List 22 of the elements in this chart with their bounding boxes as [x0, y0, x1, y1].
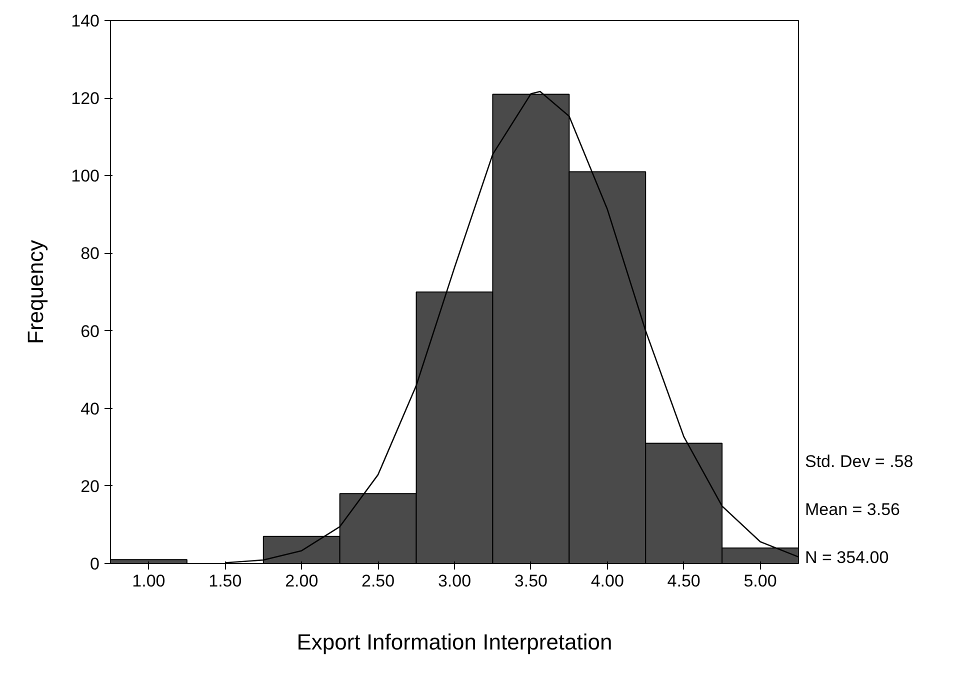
- x-tick-label: 4.50: [667, 572, 700, 590]
- x-tick-label: 2.00: [285, 572, 318, 590]
- x-tick-label: 3.00: [438, 572, 472, 590]
- y-tick-label: 0: [90, 554, 100, 574]
- text: Std. Dev = .58: [805, 451, 914, 473]
- y-tick-label: 60: [80, 322, 100, 341]
- x-tick-label: 1.50: [208, 572, 242, 590]
- y-tick-label: 120: [71, 89, 100, 108]
- x-axis-title: Export Information Interpretation: [296, 630, 612, 654]
- x-tick-label: 2.50: [362, 572, 395, 590]
- y-tick-label: 20: [80, 476, 100, 496]
- y-tick-label: 100: [71, 166, 100, 186]
- text: N = 354.00: [805, 547, 889, 569]
- x-tick-label: 5.00: [744, 572, 777, 590]
- x-tick-label: 4.00: [590, 572, 624, 590]
- y-tick-label: 140: [71, 12, 100, 30]
- y-axis-title: Frequency: [23, 240, 48, 344]
- x-tick-label: 1.00: [132, 572, 166, 590]
- text: Mean = 3.56: [805, 499, 900, 521]
- x-tick-label: 3.50: [514, 572, 548, 590]
- y-tick-label: 80: [80, 244, 100, 264]
- y-tick-label: 40: [80, 399, 100, 418]
